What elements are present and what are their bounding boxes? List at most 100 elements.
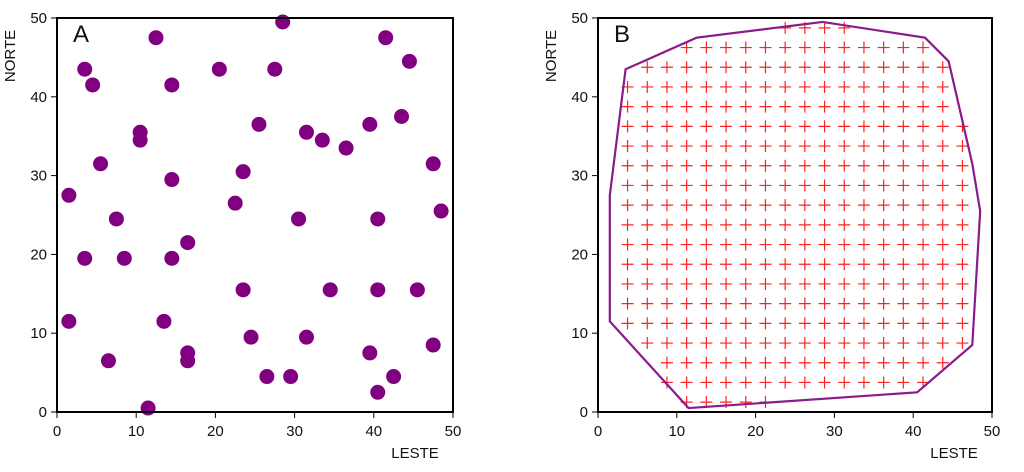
grid-cross xyxy=(680,218,693,231)
grid-cross xyxy=(897,258,910,271)
grid-cross xyxy=(660,120,673,133)
grid-cross xyxy=(720,317,733,330)
grid-cross xyxy=(779,100,792,113)
grid-cross xyxy=(680,376,693,389)
x-axis-label: LESTE xyxy=(391,445,439,462)
grid-cross xyxy=(739,100,752,113)
grid-cross xyxy=(936,297,949,310)
grid-cross xyxy=(680,258,693,271)
grid-cross xyxy=(897,356,910,369)
grid-cross xyxy=(798,179,811,192)
data-point xyxy=(61,187,77,203)
grid-cross xyxy=(779,258,792,271)
grid-cross xyxy=(621,140,634,153)
grid-cross xyxy=(641,100,654,113)
grid-cross xyxy=(838,21,851,34)
grid-cross xyxy=(956,140,969,153)
grid-cross xyxy=(680,80,693,93)
data-point xyxy=(164,250,180,266)
grid-cross xyxy=(680,100,693,113)
y-tick-label: 0 xyxy=(580,404,588,421)
grid-cross xyxy=(779,297,792,310)
grid-cross xyxy=(877,120,890,133)
grid-cross xyxy=(798,61,811,74)
data-point xyxy=(227,195,243,211)
grid-cross xyxy=(838,297,851,310)
grid-cross xyxy=(838,159,851,172)
grid-cross xyxy=(621,218,634,231)
grid-cross xyxy=(621,297,634,310)
data-point xyxy=(370,282,386,298)
data-point xyxy=(164,77,180,93)
data-point xyxy=(235,282,251,298)
data-point xyxy=(298,124,314,140)
grid-cross xyxy=(680,159,693,172)
data-point xyxy=(409,282,425,298)
data-point xyxy=(298,329,314,345)
x-tick-label: 0 xyxy=(53,423,61,440)
grid-cross xyxy=(660,199,673,212)
grid-cross xyxy=(798,80,811,93)
grid-cross xyxy=(857,120,870,133)
grid-cross xyxy=(739,297,752,310)
grid-cross xyxy=(897,376,910,389)
grid-cross xyxy=(897,238,910,251)
grid-cross xyxy=(660,100,673,113)
grid-cross xyxy=(936,337,949,350)
grid-cross xyxy=(759,61,772,74)
grid-cross xyxy=(897,199,910,212)
grid-cross xyxy=(798,238,811,251)
x-tick-label: 0 xyxy=(594,423,602,440)
grid-cross xyxy=(739,396,752,409)
grid-cross xyxy=(917,100,930,113)
y-axis-label: NORTE xyxy=(2,30,19,82)
grid-cross xyxy=(877,376,890,389)
data-point xyxy=(291,211,307,227)
grid-cross xyxy=(877,159,890,172)
grid-cross xyxy=(621,238,634,251)
grid-cross xyxy=(936,199,949,212)
grid-cross xyxy=(917,317,930,330)
grid-cross xyxy=(838,277,851,290)
data-point xyxy=(148,30,164,46)
grid-cross xyxy=(720,376,733,389)
grid-cross xyxy=(621,317,634,330)
y-tick-label: 50 xyxy=(30,10,47,27)
grid-cross xyxy=(621,199,634,212)
grid-cross xyxy=(936,159,949,172)
grid-cross xyxy=(779,61,792,74)
grid-cross xyxy=(739,376,752,389)
grid-cross xyxy=(818,41,831,54)
grid-cross xyxy=(956,179,969,192)
grid-cross xyxy=(877,179,890,192)
grid-cross xyxy=(857,277,870,290)
grid-cross xyxy=(838,120,851,133)
grid-cross xyxy=(857,179,870,192)
grid-cross xyxy=(838,258,851,271)
grid-cross xyxy=(877,61,890,74)
grid-cross xyxy=(759,120,772,133)
data-point xyxy=(425,337,441,353)
grid-cross xyxy=(818,80,831,93)
grid-cross xyxy=(897,120,910,133)
grid-cross xyxy=(759,376,772,389)
grid-cross xyxy=(936,80,949,93)
data-point xyxy=(425,156,441,172)
grid-cross xyxy=(798,218,811,231)
grid-cross xyxy=(936,238,949,251)
grid-cross xyxy=(680,277,693,290)
grid-cross xyxy=(818,258,831,271)
grid-cross xyxy=(877,100,890,113)
grid-cross xyxy=(720,297,733,310)
grid-cross xyxy=(700,317,713,330)
grid-cross xyxy=(739,159,752,172)
grid-cross xyxy=(641,120,654,133)
grid-cross xyxy=(956,337,969,350)
grid-cross xyxy=(838,317,851,330)
grid-cross xyxy=(641,179,654,192)
grid-cross xyxy=(641,238,654,251)
grid-cross xyxy=(660,337,673,350)
grid-cross xyxy=(779,179,792,192)
grid-cross xyxy=(838,376,851,389)
